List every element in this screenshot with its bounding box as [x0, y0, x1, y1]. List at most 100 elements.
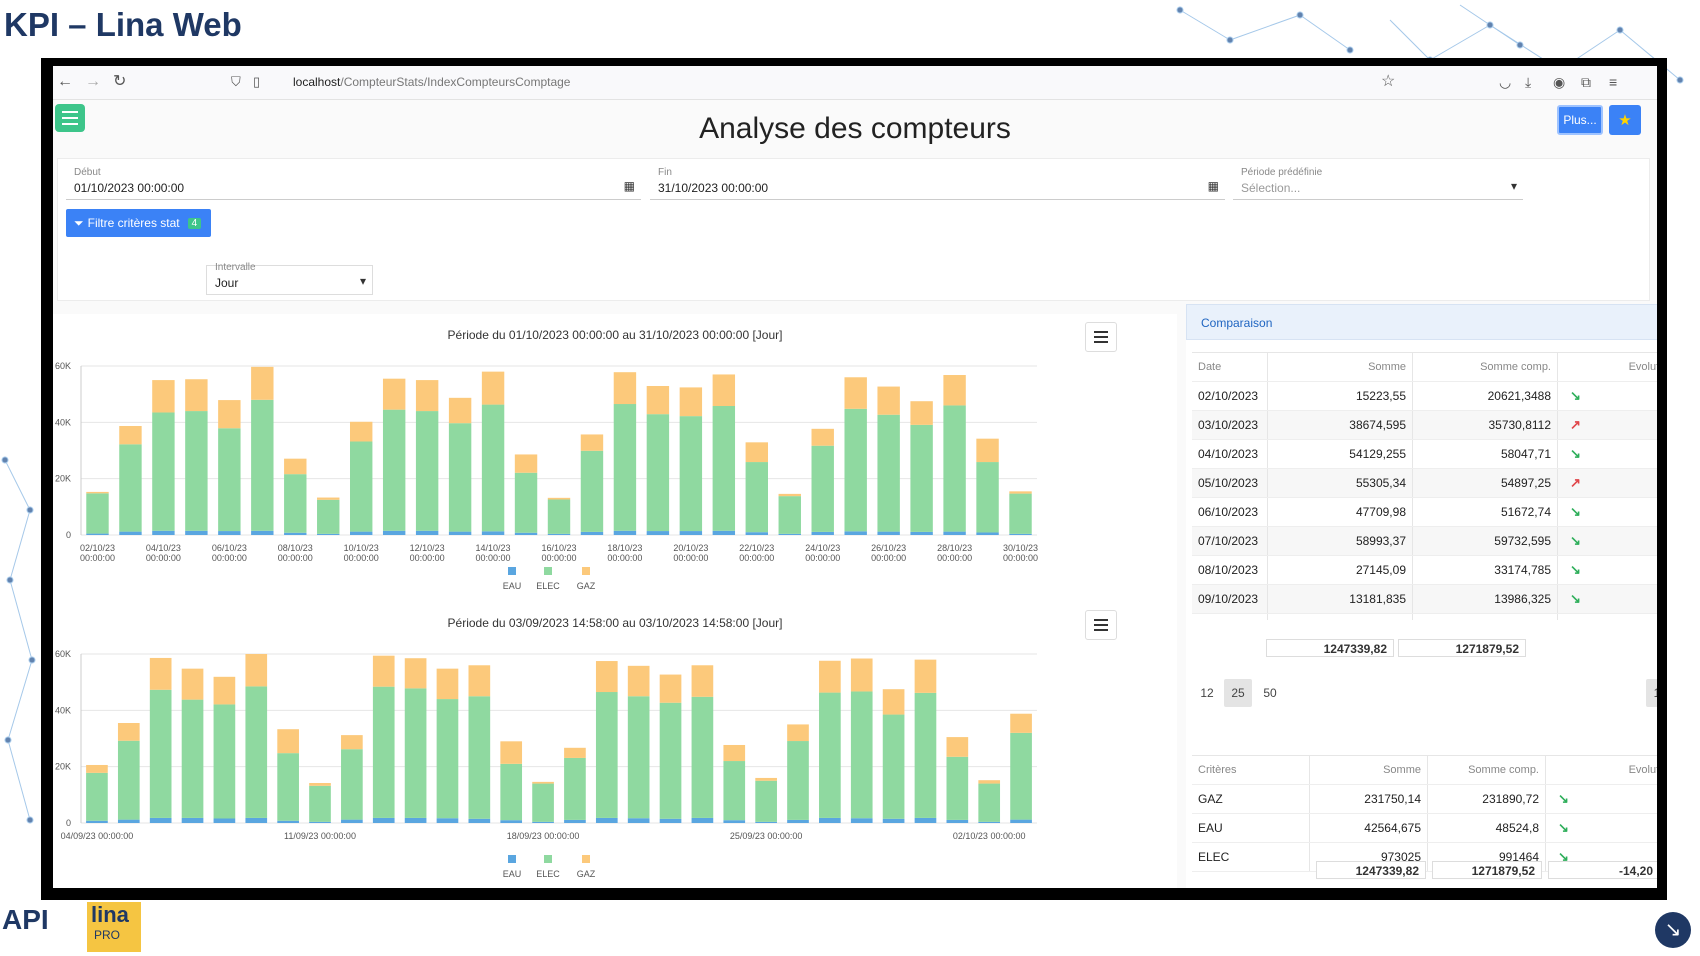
- col-header-somme-comp[interactable]: Somme comp.: [1412, 352, 1558, 382]
- predefined-period-select[interactable]: Période prédéfinie Sélection... ▾: [1233, 167, 1523, 200]
- forward-icon[interactable]: →: [85, 73, 101, 90]
- bar-eau: [277, 820, 299, 823]
- favorite-star-button[interactable]: ★: [1609, 105, 1641, 135]
- cell-somme: 15223,55: [1267, 381, 1413, 411]
- x-tick-label-time: 00:00:00: [607, 553, 642, 563]
- bar-eau: [755, 821, 777, 823]
- col-header-criteres[interactable]: Critères: [1192, 755, 1310, 785]
- criteria-total-somme-comp: 1271879,52: [1432, 861, 1542, 879]
- filter-criteria-label: Filtre critères stat: [87, 216, 180, 230]
- page-size-12[interactable]: 12: [1200, 686, 1214, 700]
- bar-gaz: [850, 658, 873, 692]
- cell-criteria: EAU: [1192, 813, 1310, 843]
- x-tick-label: 18/09/23 00:00:00: [507, 831, 580, 841]
- comparison-table: Date Somme Somme comp. Evolution (%) 02/…: [1192, 352, 1657, 620]
- bar-elec: [284, 474, 307, 533]
- chart-menu-button[interactable]: [1085, 322, 1117, 352]
- trend-down-icon: ↘: [1570, 504, 1581, 519]
- legend-label-elec: ELEC: [536, 869, 560, 879]
- bar-gaz: [1009, 491, 1032, 494]
- bar-eau: [745, 532, 769, 535]
- download-icon[interactable]: ⤓: [1525, 74, 1532, 90]
- bar-eau: [819, 817, 841, 823]
- criteria-total-somme: 1247339,82: [1316, 861, 1426, 879]
- chart-menu-button[interactable]: [1085, 610, 1117, 640]
- y-tick-label: 40K: [55, 705, 71, 715]
- col-header-somme[interactable]: Somme: [1309, 755, 1428, 785]
- cell-somme: 231750,14: [1309, 784, 1428, 814]
- bar-gaz: [341, 735, 363, 750]
- bar-eau: [152, 530, 175, 535]
- col-header-date[interactable]: Date: [1192, 352, 1268, 382]
- bar-gaz: [317, 497, 340, 500]
- bar-eau: [514, 532, 538, 535]
- bar-gaz: [404, 658, 427, 689]
- start-date-field[interactable]: Début 01/10/2023 00:00:00 ▦: [66, 167, 641, 200]
- col-header-evolution[interactable]: Evolution (%): [1557, 352, 1657, 382]
- filter-criteria-button[interactable]: ⏷ Filtre critères stat 4: [66, 209, 211, 237]
- page-1[interactable]: 1: [1646, 679, 1657, 707]
- bar-elec: [613, 404, 637, 531]
- bar-elec: [1010, 732, 1032, 820]
- bar-gaz: [811, 428, 834, 446]
- account-icon[interactable]: ◉: [1553, 74, 1566, 90]
- criteria-total-evolution: -14,20: [1548, 861, 1657, 879]
- bar-gaz: [500, 741, 523, 764]
- bar-eau: [679, 531, 703, 535]
- bar-elec: [850, 691, 873, 819]
- cell-somme: 58993,37: [1267, 526, 1413, 556]
- pocket-icon[interactable]: ◡: [1499, 74, 1512, 90]
- cell-somme-comp: 48524,8: [1427, 813, 1546, 843]
- calendar-icon[interactable]: ▦: [623, 179, 635, 193]
- end-date-field[interactable]: Fin 31/10/2023 00:00:00 ▦: [650, 167, 1225, 200]
- bar-eau: [185, 530, 208, 535]
- page-size-50[interactable]: 50: [1263, 686, 1277, 700]
- comparison-table-scroll[interactable]: Date Somme Somme comp. Evolution (%) 02/…: [1192, 352, 1657, 620]
- bar-gaz: [943, 375, 966, 406]
- bar-eau: [448, 531, 472, 535]
- col-header-somme-comp[interactable]: Somme comp.: [1427, 755, 1546, 785]
- legend-label-gaz: GAZ: [577, 581, 596, 591]
- bar-gaz: [787, 724, 809, 742]
- interval-select[interactable]: Intervalle Jour ▾: [206, 262, 373, 295]
- bar-elec: [317, 499, 340, 534]
- reload-icon[interactable]: ↻: [113, 73, 127, 90]
- bar-eau: [468, 818, 491, 823]
- bar-eau: [580, 531, 604, 535]
- address-bar[interactable]: localhost/CompteurStats/IndexCompteursCo…: [293, 73, 570, 91]
- col-header-evolution[interactable]: Evolution (%): [1545, 755, 1657, 785]
- bar-elec: [595, 692, 618, 818]
- x-tick-label: 11/09/23 00:00:00: [284, 831, 356, 841]
- calendar-icon[interactable]: ▦: [1207, 179, 1219, 193]
- hamburger-menu-button[interactable]: [55, 104, 85, 132]
- bar-eau: [882, 818, 905, 823]
- bar-elec: [119, 444, 142, 532]
- page-size-25[interactable]: 25: [1224, 679, 1252, 707]
- bar-elec: [185, 411, 208, 531]
- bar-gaz: [382, 378, 406, 410]
- app-menu-icon[interactable]: ≡: [1609, 74, 1618, 90]
- bar-eau: [213, 818, 236, 823]
- extensions-icon[interactable]: ⧉: [1581, 74, 1591, 90]
- back-icon[interactable]: ←: [57, 73, 73, 90]
- cell-date: 07/10/2023: [1192, 526, 1268, 556]
- shield-icon[interactable]: ⛉: [231, 74, 241, 89]
- y-tick-label: 40K: [55, 417, 71, 427]
- corner-arrow-button[interactable]: ↘: [1655, 912, 1691, 948]
- bar-elec: [646, 414, 670, 532]
- plus-button[interactable]: Plus...: [1557, 105, 1603, 135]
- col-header-somme[interactable]: Somme: [1267, 352, 1413, 382]
- table-row[interactable]: 10/10/202339802,6231142,545↗27,81: [1192, 613, 1657, 620]
- bookmark-star-icon[interactable]: ☆: [1381, 73, 1396, 90]
- bar-elec: [1009, 493, 1032, 534]
